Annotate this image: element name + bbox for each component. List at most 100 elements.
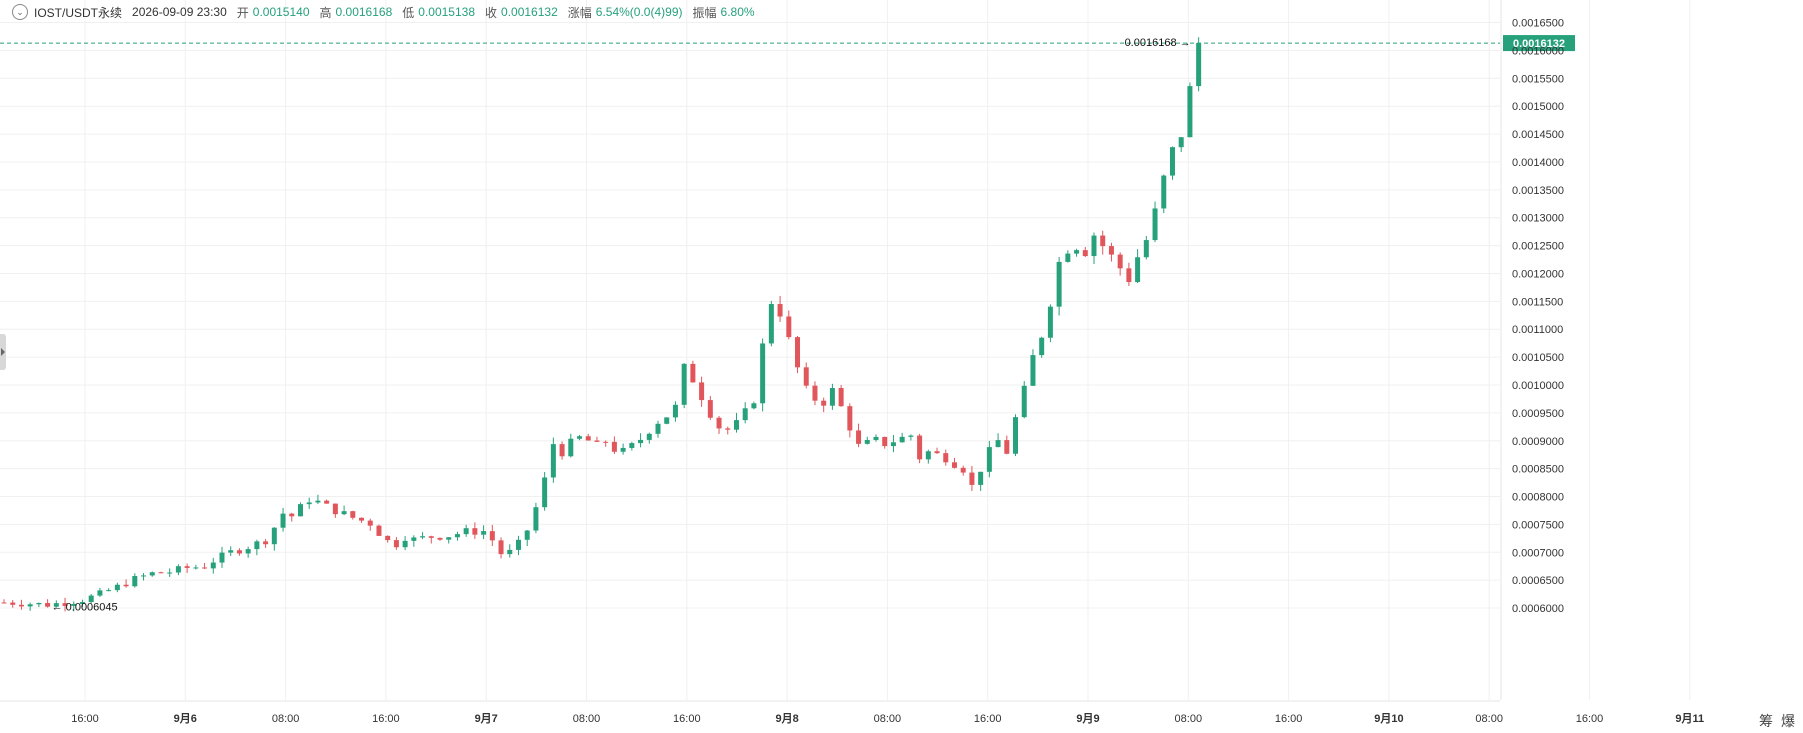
candle — [420, 532, 426, 540]
candle-body — [184, 566, 190, 568]
candle-body — [568, 438, 574, 457]
candle-body — [550, 444, 556, 478]
candle-body — [594, 440, 600, 442]
time-tick-label: 9月9 — [1076, 712, 1099, 725]
candle-body — [1013, 417, 1019, 454]
time-tick-label: 9月11 — [1675, 712, 1704, 725]
candle — [664, 417, 670, 425]
candle — [1039, 336, 1045, 358]
candle — [795, 336, 801, 374]
candle-body — [751, 403, 757, 409]
candle-body — [1161, 175, 1167, 209]
candle — [864, 436, 870, 445]
last-price-tag-bg — [1503, 35, 1575, 52]
candle — [1, 599, 7, 604]
candle — [542, 471, 548, 511]
price-tick-label: 0.0015000 — [1512, 101, 1564, 113]
candle — [45, 599, 51, 608]
change-label: 涨幅 — [567, 5, 592, 20]
candle-body — [533, 507, 539, 531]
time-tick-label: 08:00 — [874, 713, 902, 725]
open-label: 开 — [236, 5, 249, 20]
candle — [367, 518, 373, 531]
candle-body — [280, 513, 286, 528]
candle-body — [664, 417, 670, 424]
candle — [1178, 137, 1184, 153]
candle-body — [986, 447, 992, 472]
price-tick-label: 0.0008000 — [1512, 492, 1564, 504]
candle-body — [655, 423, 661, 434]
candle — [1021, 381, 1027, 419]
amplitude-label: 振幅 — [692, 5, 717, 20]
candle — [132, 573, 138, 588]
time-tick-label: 9月6 — [174, 712, 197, 725]
candle-body — [638, 439, 644, 444]
time-tick-label: 9月8 — [775, 712, 798, 725]
candle-body — [481, 531, 487, 535]
candle-body — [1030, 355, 1036, 386]
candle — [577, 434, 583, 441]
candle-body — [420, 536, 426, 538]
candle-body — [899, 436, 905, 443]
candle — [951, 457, 957, 469]
candle — [62, 597, 68, 612]
candle — [463, 524, 469, 537]
candle-body — [873, 436, 879, 440]
time-tick-label: 08:00 — [272, 713, 300, 725]
candle — [18, 599, 24, 610]
close-label: 收 — [485, 5, 498, 20]
candle — [402, 536, 408, 551]
candle — [10, 600, 16, 608]
candle-body — [210, 562, 216, 569]
candle — [768, 300, 774, 347]
candle-body — [1126, 268, 1132, 283]
candle-body — [167, 572, 173, 574]
candle-body — [978, 471, 984, 485]
candle — [1065, 250, 1071, 263]
candle — [1152, 201, 1158, 243]
candle-body — [402, 540, 408, 548]
candle-body — [995, 440, 1001, 448]
side-panel-toggle[interactable] — [0, 334, 6, 370]
candle-body — [71, 603, 77, 606]
candle — [934, 447, 940, 454]
candle — [481, 525, 487, 540]
time-tick-label: 08:00 — [573, 713, 601, 725]
candle — [1047, 304, 1053, 343]
candle-body — [106, 590, 112, 592]
chevron-down-icon[interactable]: ⌄ — [12, 4, 28, 20]
price-tick-label: 0.0014000 — [1512, 157, 1564, 169]
candle — [507, 544, 513, 558]
candle-body — [733, 420, 739, 430]
candle — [184, 563, 190, 574]
candle-body — [428, 536, 434, 538]
candle — [97, 587, 103, 597]
candle — [524, 530, 530, 547]
candle — [1196, 37, 1202, 92]
candle-body — [681, 363, 687, 405]
candle-body — [10, 602, 16, 605]
candle-body — [219, 552, 225, 563]
candle — [141, 573, 147, 581]
candle-body — [324, 500, 330, 504]
time-tick-label: 9月7 — [475, 712, 498, 725]
candle-body — [202, 567, 208, 569]
price-tick-label: 0.0007000 — [1512, 547, 1564, 559]
chips-button[interactable]: 筹 — [1759, 713, 1773, 729]
candle — [114, 582, 120, 593]
candle — [1082, 247, 1088, 258]
candle-body — [786, 316, 792, 338]
candle-body — [1021, 385, 1027, 418]
liquidation-button[interactable]: 爆 — [1781, 713, 1795, 729]
ohlc-header: ⌄ IOST/USDT永续 2026-09-09 23:30 开 0.00151… — [12, 3, 761, 21]
candle — [760, 338, 766, 412]
candle-body — [917, 435, 923, 460]
candle-body — [1056, 261, 1062, 307]
candle — [236, 548, 242, 556]
candle-body — [27, 604, 33, 607]
candle-body — [760, 343, 766, 404]
candle-body — [350, 511, 356, 518]
candle-body — [646, 433, 652, 440]
high-price-marker: 0.0016168 → — [1125, 37, 1191, 49]
